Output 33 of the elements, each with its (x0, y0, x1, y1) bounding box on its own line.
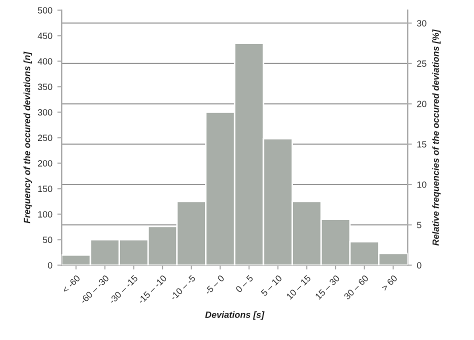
x-tick-label: 10 – 15 (286, 274, 312, 300)
y-tick-label: 0 (48, 262, 52, 269)
x-tick-label: 30 – 60 (344, 274, 369, 300)
y-tick-label: 200 (38, 160, 52, 167)
x-tick-label: -30 – -15 (108, 274, 138, 304)
y-axis-title: Frequency of the occured deviations [n] (24, 52, 32, 224)
x-tick-label: -5 – 0 (204, 274, 225, 295)
y2-tick-label: 10 (417, 181, 426, 188)
y-tick-label: 150 (38, 186, 52, 192)
x-tick-label: 15 – 30 (314, 274, 340, 300)
y-tick-label: 250 (38, 134, 52, 142)
y-tick-label: 450 (38, 32, 52, 40)
y-tick-label: 400 (38, 58, 52, 65)
y2-tick-label: 15 (417, 141, 426, 148)
y2-tick-label: 25 (417, 60, 426, 67)
y-tick-label: 500 (38, 7, 52, 14)
y2-tick-label: 20 (417, 100, 426, 108)
y-tick-label: 50 (42, 236, 52, 244)
y-tick-label: 100 (38, 211, 52, 218)
y2-axis-title: Relative frequencies of the occured deviations [%] (432, 29, 441, 246)
x-tick-label: > 60 (381, 274, 398, 292)
x-tick-label: 0 – 5 (235, 274, 254, 293)
y-tick-label: 300 (38, 109, 52, 116)
x-tick-label: -10 – -5 (170, 274, 196, 301)
x-tick-label: 5 – 10 (260, 274, 282, 296)
x-tick-label: < -60 (62, 274, 80, 294)
y-tick-label: 350 (38, 84, 52, 90)
x-axis-title: Deviations [s] (205, 311, 264, 320)
y2-tick-label: 0 (417, 262, 422, 269)
x-tick-label: -15 – -10 (137, 274, 167, 304)
y2-tick-label: 30 (417, 20, 426, 26)
y2-tick-label: 5 (417, 222, 422, 228)
x-tick-label: -60 – -30 (80, 274, 110, 304)
